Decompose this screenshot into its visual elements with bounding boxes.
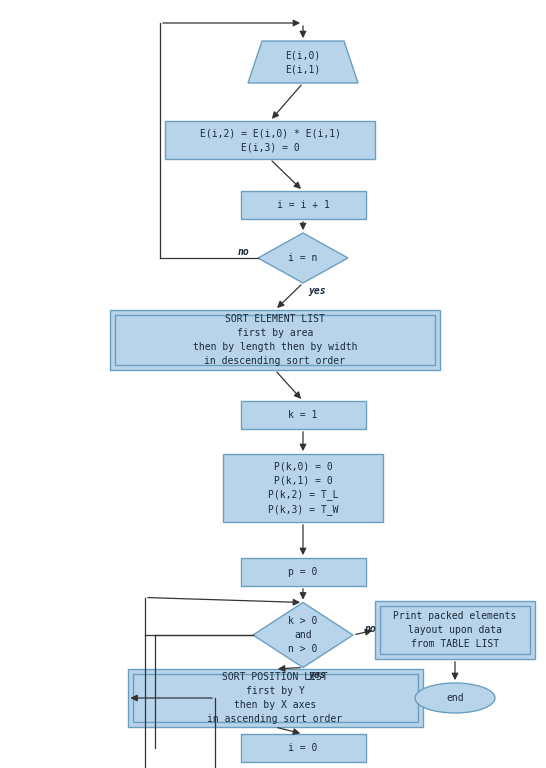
Bar [375,601,535,659]
Bar [223,454,383,522]
Text: yes: yes [308,286,326,296]
Bar [240,401,365,429]
Bar [240,191,365,219]
Text: k = 1: k = 1 [288,410,318,420]
Bar [380,606,530,654]
Bar [240,558,365,586]
Text: Print packed elements
layout upon data
from TABLE LIST: Print packed elements layout upon data f… [393,611,517,649]
Text: P(k,0) = 0
P(k,1) = 0
P(k,2) = T_L
P(k,3) = T_W: P(k,0) = 0 P(k,1) = 0 P(k,2) = T_L P(k,3… [268,461,339,515]
Bar [133,674,418,722]
Bar [240,734,365,762]
Text: E(i,2) = E(i,0) * E(i,1)
E(i,3) = 0: E(i,2) = E(i,0) * E(i,1) E(i,3) = 0 [199,128,341,152]
Text: no: no [365,624,377,634]
Text: i = 0: i = 0 [288,743,318,753]
Text: p = 0: p = 0 [288,567,318,577]
Text: E(i,0)
E(i,1): E(i,0) E(i,1) [286,50,321,74]
Text: yes: yes [308,670,326,680]
Bar [110,310,440,370]
Bar [128,669,423,727]
Bar [165,121,375,159]
Text: i = n: i = n [288,253,318,263]
Text: no: no [238,247,250,257]
Text: k > 0
and
n > 0: k > 0 and n > 0 [288,616,318,654]
Bar [115,315,435,365]
Text: SORT POSITION LIST
first by Y
then by X axes
in ascending sort order: SORT POSITION LIST first by Y then by X … [207,672,342,724]
Text: SORT ELEMENT LIST
first by area
then by length then by width
in descending sort : SORT ELEMENT LIST first by area then by … [193,314,357,366]
Text: end: end [446,693,464,703]
Ellipse shape [415,683,495,713]
Polygon shape [258,233,348,283]
Polygon shape [253,603,353,667]
Text: i = i + 1: i = i + 1 [277,200,329,210]
Polygon shape [248,41,358,83]
